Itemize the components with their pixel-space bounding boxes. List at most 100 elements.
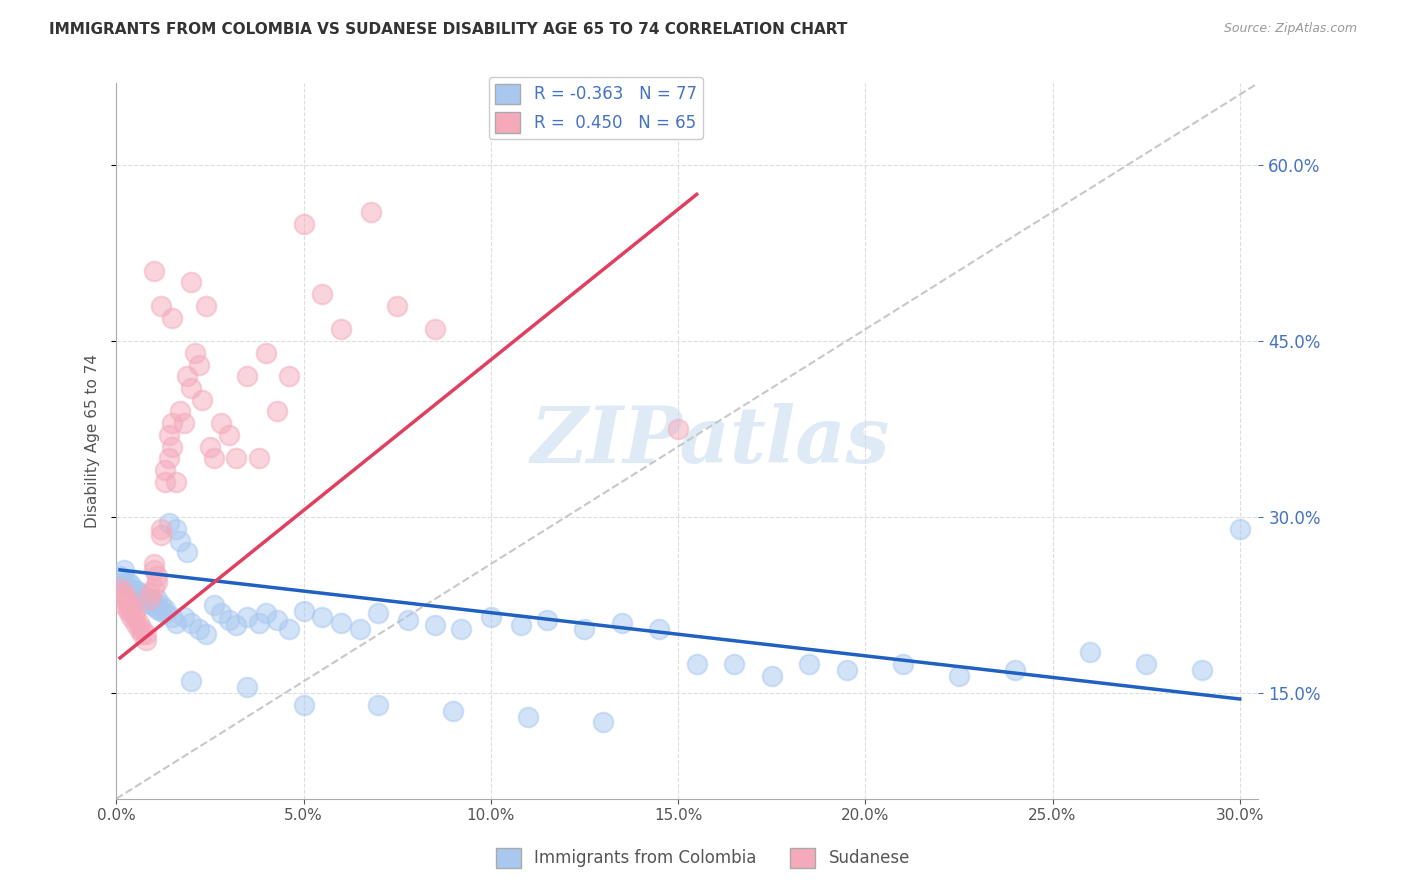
Point — [479, 610, 502, 624]
Point — [509, 618, 531, 632]
Point — [367, 698, 389, 712]
Point — [266, 613, 288, 627]
Point — [187, 358, 209, 372]
Point — [441, 704, 464, 718]
Text: Source: ZipAtlas.com: Source: ZipAtlas.com — [1223, 22, 1357, 36]
Point — [108, 568, 131, 582]
Point — [292, 604, 315, 618]
Point — [162, 310, 184, 325]
Point — [162, 440, 184, 454]
Point — [128, 622, 150, 636]
Point — [209, 607, 232, 621]
Point — [157, 516, 180, 530]
Point — [225, 618, 247, 632]
Point — [165, 615, 187, 630]
Point — [218, 613, 240, 627]
Point — [180, 276, 202, 290]
Point — [142, 599, 165, 614]
Point — [277, 622, 299, 636]
Text: ZIPatlas: ZIPatlas — [530, 402, 890, 479]
Point — [247, 615, 270, 630]
Point — [517, 709, 540, 723]
Point — [176, 545, 198, 559]
Point — [153, 463, 176, 477]
Point — [124, 610, 146, 624]
Point — [761, 668, 783, 682]
Point — [173, 416, 195, 430]
Point — [142, 594, 165, 608]
Point — [180, 674, 202, 689]
Point — [150, 527, 173, 541]
Point — [117, 592, 139, 607]
Point — [236, 610, 259, 624]
Point — [1191, 663, 1213, 677]
Point — [153, 475, 176, 489]
Point — [797, 657, 820, 671]
Point — [162, 416, 184, 430]
Point — [169, 533, 191, 548]
Point — [396, 613, 419, 627]
Point — [218, 428, 240, 442]
Point — [209, 416, 232, 430]
Point — [165, 522, 187, 536]
Point — [153, 607, 176, 621]
Point — [173, 610, 195, 624]
Point — [146, 568, 169, 582]
Point — [146, 574, 169, 589]
Point — [198, 440, 221, 454]
Point — [131, 622, 153, 636]
Point — [169, 404, 191, 418]
Point — [349, 622, 371, 636]
Point — [277, 369, 299, 384]
Point — [891, 657, 914, 671]
Point — [610, 615, 633, 630]
Point — [139, 597, 162, 611]
Point — [142, 263, 165, 277]
Point — [666, 422, 689, 436]
Legend: R = -0.363   N = 77, R =  0.450   N = 65: R = -0.363 N = 77, R = 0.450 N = 65 — [489, 77, 703, 139]
Point — [1004, 663, 1026, 677]
Point — [195, 627, 218, 641]
Point — [131, 627, 153, 641]
Point — [117, 574, 139, 589]
Point — [191, 392, 214, 407]
Point — [311, 610, 333, 624]
Point — [1078, 645, 1101, 659]
Point — [142, 581, 165, 595]
Point — [120, 604, 142, 618]
Point — [131, 592, 153, 607]
Point — [367, 607, 389, 621]
Point — [195, 299, 218, 313]
Point — [124, 586, 146, 600]
Point — [157, 451, 180, 466]
Point — [162, 610, 184, 624]
Point — [142, 563, 165, 577]
Point — [150, 598, 173, 612]
Point — [128, 590, 150, 604]
Point — [153, 601, 176, 615]
Point — [112, 598, 135, 612]
Point — [131, 588, 153, 602]
Point — [135, 594, 157, 608]
Point — [128, 585, 150, 599]
Point — [112, 592, 135, 607]
Point — [150, 604, 173, 618]
Point — [292, 698, 315, 712]
Point — [124, 582, 146, 597]
Point — [157, 428, 180, 442]
Point — [120, 582, 142, 597]
Point — [120, 578, 142, 592]
Point — [124, 615, 146, 630]
Point — [592, 715, 614, 730]
Point — [146, 601, 169, 615]
Point — [648, 622, 671, 636]
Point — [117, 604, 139, 618]
Point — [112, 574, 135, 589]
Point — [180, 615, 202, 630]
Point — [150, 522, 173, 536]
Point — [835, 663, 858, 677]
Point — [108, 586, 131, 600]
Point — [236, 369, 259, 384]
Text: IMMIGRANTS FROM COLOMBIA VS SUDANESE DISABILITY AGE 65 TO 74 CORRELATION CHART: IMMIGRANTS FROM COLOMBIA VS SUDANESE DIS… — [49, 22, 848, 37]
Point — [150, 299, 173, 313]
